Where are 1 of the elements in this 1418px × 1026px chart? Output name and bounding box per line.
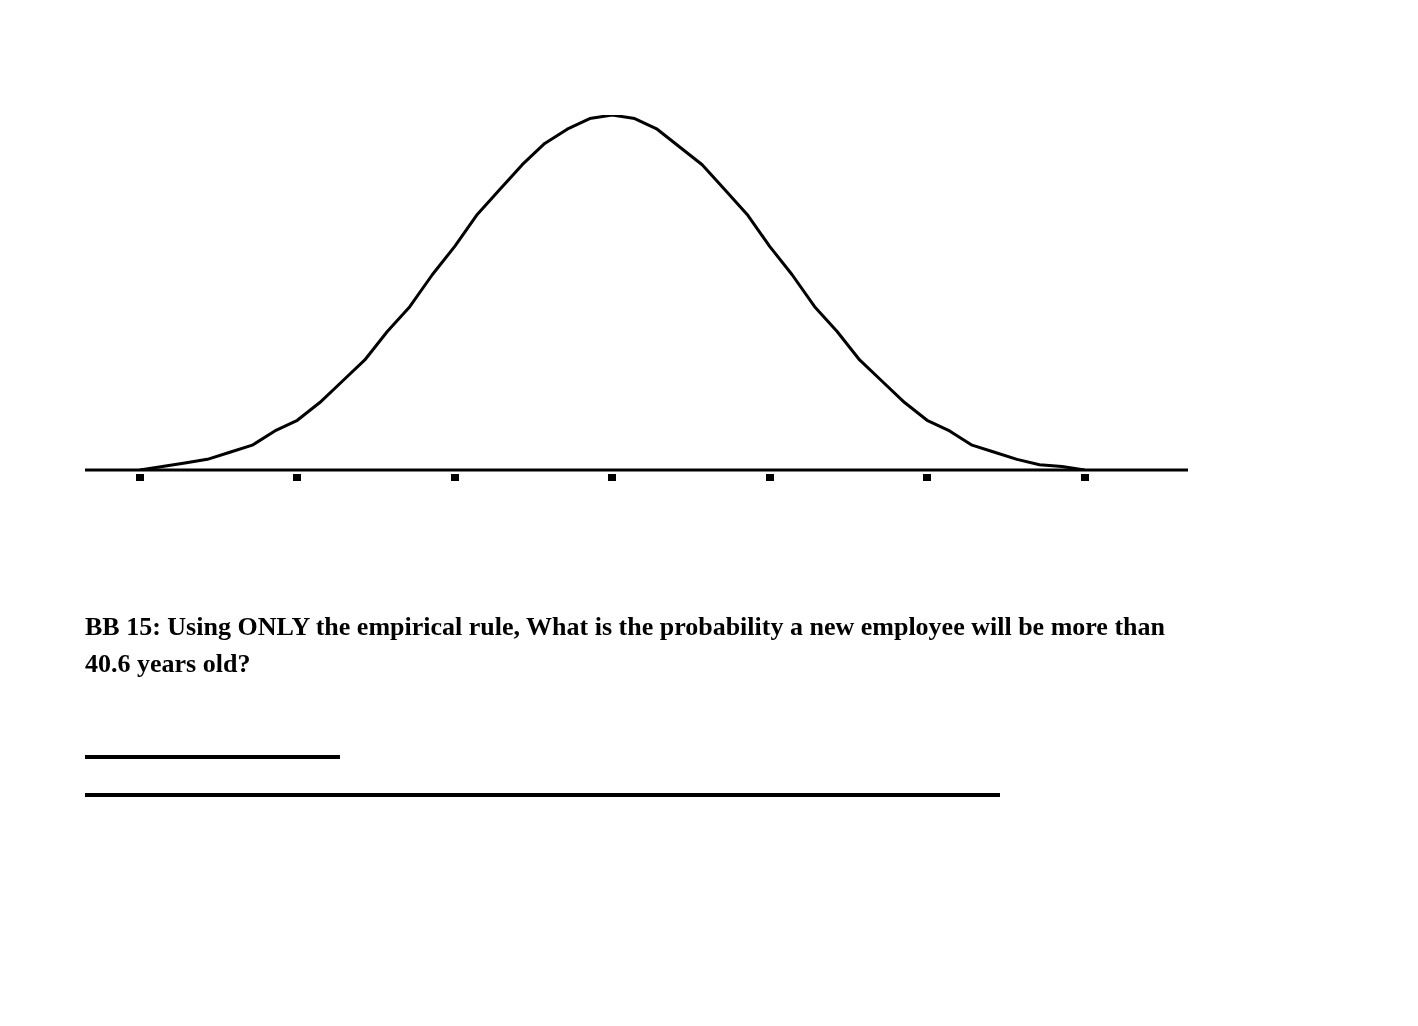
text: BB 15: Using ONLY the empirical rule, What is the probability a new employee will be more than 40.6 years old? bbox=[85, 611, 1166, 680]
